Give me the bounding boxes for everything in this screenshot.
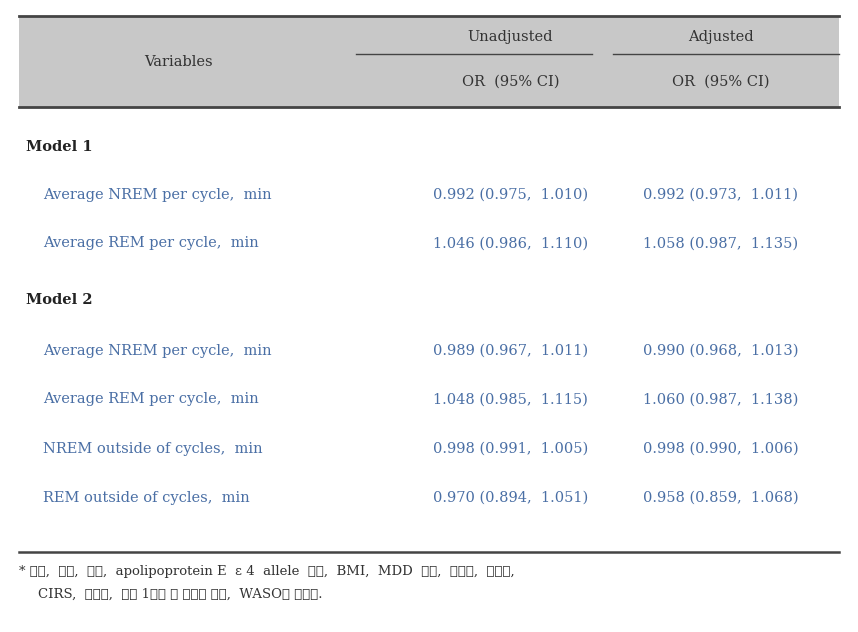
Text: CIRS,  운동량,  지난 1개월 간 수면제 복용,  WASO로 보정함.: CIRS, 운동량, 지난 1개월 간 수면제 복용, WASO로 보정함.: [38, 588, 323, 600]
Text: 0.989 (0.967,  1.011): 0.989 (0.967, 1.011): [433, 344, 588, 358]
Text: Variables: Variables: [145, 54, 213, 69]
Text: Average REM per cycle,  min: Average REM per cycle, min: [43, 236, 258, 250]
Text: Model 2: Model 2: [26, 293, 93, 307]
Text: OR  (95% CI): OR (95% CI): [462, 75, 559, 88]
Text: 0.998 (0.990,  1.006): 0.998 (0.990, 1.006): [643, 442, 799, 456]
Text: 0.970 (0.894,  1.051): 0.970 (0.894, 1.051): [433, 491, 588, 505]
Text: Model 1: Model 1: [26, 140, 93, 154]
Text: REM outside of cycles,  min: REM outside of cycles, min: [43, 491, 250, 505]
Text: 1.048 (0.985,  1.115): 1.048 (0.985, 1.115): [433, 392, 588, 406]
Text: 0.990 (0.968,  1.013): 0.990 (0.968, 1.013): [643, 344, 799, 358]
Text: 0.992 (0.973,  1.011): 0.992 (0.973, 1.011): [644, 188, 798, 202]
Text: 0.992 (0.975,  1.010): 0.992 (0.975, 1.010): [433, 188, 588, 202]
Text: 1.058 (0.987,  1.135): 1.058 (0.987, 1.135): [644, 236, 798, 250]
Text: Average NREM per cycle,  min: Average NREM per cycle, min: [43, 188, 271, 202]
Text: OR  (95% CI): OR (95% CI): [672, 75, 770, 88]
Text: Average REM per cycle,  min: Average REM per cycle, min: [43, 392, 258, 406]
Text: Unadjusted: Unadjusted: [468, 30, 553, 44]
Text: 0.958 (0.859,  1.068): 0.958 (0.859, 1.068): [643, 491, 799, 505]
Text: Average NREM per cycle,  min: Average NREM per cycle, min: [43, 344, 271, 358]
Text: 1.060 (0.987,  1.138): 1.060 (0.987, 1.138): [643, 392, 799, 406]
Text: 1.046 (0.986,  1.110): 1.046 (0.986, 1.110): [433, 236, 588, 250]
Text: NREM outside of cycles,  min: NREM outside of cycles, min: [43, 442, 263, 456]
Text: Adjusted: Adjusted: [688, 30, 753, 44]
Text: 0.998 (0.991,  1.005): 0.998 (0.991, 1.005): [433, 442, 588, 456]
Text: * 연령,  성별,  교육,  apolipoprotein E  ε 4  allele  유무,  BMI,  MDD  유무,  음주량,  흡연량,: * 연령, 성별, 교육, apolipoprotein E ε 4 allel…: [19, 566, 515, 578]
Bar: [19, 16, 839, 107]
